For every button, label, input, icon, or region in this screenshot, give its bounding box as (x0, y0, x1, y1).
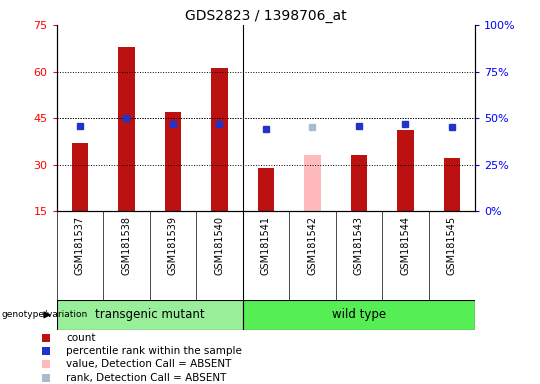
Text: rank, Detection Call = ABSENT: rank, Detection Call = ABSENT (66, 372, 226, 382)
Text: genotype/variation: genotype/variation (1, 310, 87, 319)
Text: GSM181545: GSM181545 (447, 216, 457, 275)
Bar (118, 47, 134, 211)
Bar (397, 131, 414, 211)
Text: transgenic mutant: transgenic mutant (95, 308, 205, 321)
Bar (211, 68, 227, 211)
Text: count: count (66, 333, 96, 343)
Text: value, Detection Call = ABSENT: value, Detection Call = ABSENT (66, 359, 231, 369)
Bar (351, 155, 367, 211)
Text: GSM181538: GSM181538 (122, 216, 131, 275)
Text: GSM181541: GSM181541 (261, 216, 271, 275)
Bar (305, 155, 321, 211)
Title: GDS2823 / 1398706_at: GDS2823 / 1398706_at (185, 8, 347, 23)
Text: GSM181542: GSM181542 (307, 216, 318, 275)
Text: GSM181539: GSM181539 (168, 216, 178, 275)
Text: wild type: wild type (332, 308, 386, 321)
Text: GSM181540: GSM181540 (214, 216, 225, 275)
Text: GSM181537: GSM181537 (75, 216, 85, 275)
Text: GSM181544: GSM181544 (401, 216, 410, 275)
Bar (57, 300, 242, 329)
Bar (72, 143, 88, 211)
Bar (242, 300, 475, 329)
Text: GSM181543: GSM181543 (354, 216, 364, 275)
Bar (444, 159, 460, 211)
Bar (258, 168, 274, 211)
Text: percentile rank within the sample: percentile rank within the sample (66, 346, 242, 356)
Bar (165, 112, 181, 211)
